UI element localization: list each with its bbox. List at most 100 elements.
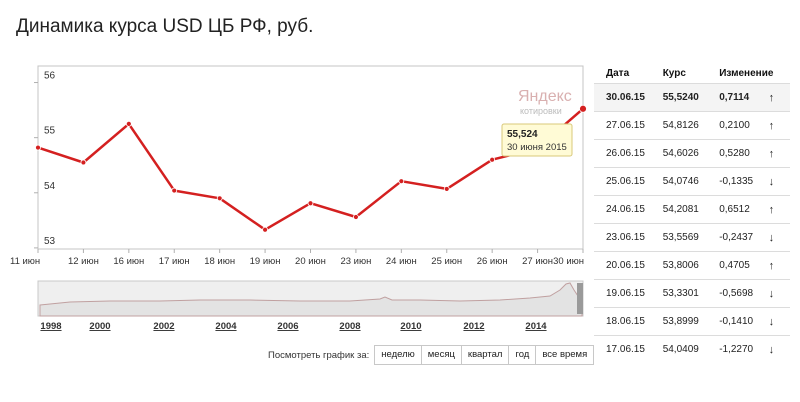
table-row: 20.06.15 53,8006 0,4705 ↑ — [594, 251, 790, 280]
overview-navigator[interactable] — [37, 280, 584, 317]
period-month-button[interactable]: месяц — [420, 345, 462, 365]
arrow-down-icon: ↓ — [768, 279, 790, 308]
data-point — [216, 195, 223, 202]
x-tick-label: 27 июн — [522, 256, 553, 267]
x-tick-label: 23 июн — [340, 256, 371, 267]
header-change: Изменение — [719, 67, 774, 79]
arrow-down-icon: ↓ — [768, 335, 790, 363]
tooltip-value: 55,524 — [507, 129, 538, 140]
cell-date: 26.06.15 — [594, 139, 663, 168]
chart-title: Динамика курса USD ЦБ РФ, руб. — [16, 16, 314, 37]
tooltip-box — [501, 123, 573, 157]
cell-date: 24.06.15 — [594, 195, 663, 224]
tooltip-date: 30 июня 2015 — [507, 142, 567, 153]
x-tick-label: 17 июн — [159, 256, 190, 267]
x-tick-label: 30 июн — [553, 256, 584, 267]
year-label[interactable]: 2008 — [339, 321, 360, 332]
y-tick-label: 56 — [44, 71, 56, 82]
table-row: 30.06.15 55,5240 0,7114 ↑ — [594, 83, 790, 112]
cell-change: -0,5698 — [719, 279, 769, 308]
y-axis: 56 55 54 53 — [34, 71, 56, 249]
data-point — [35, 144, 41, 151]
overview-year-axis: 1998 2000 2002 2004 2006 2008 2010 2012 2014 — [40, 321, 547, 332]
cell-change: 0,2100 — [719, 111, 769, 140]
year-label[interactable]: 2002 — [153, 321, 174, 332]
year-label[interactable]: 1998 — [40, 321, 61, 332]
period-selector: Посмотреть график за: неделю месяц кварт… — [268, 345, 595, 365]
x-tick-label: 26 июн — [477, 256, 508, 267]
x-tick-label: 20 июн — [295, 256, 326, 267]
data-point — [171, 187, 178, 194]
year-label[interactable]: 2010 — [400, 321, 421, 332]
data-point — [262, 226, 268, 233]
cell-rate: 53,8006 — [662, 251, 720, 280]
table-row: 25.06.15 54,0746 -0,1335 ↓ — [594, 167, 790, 196]
period-all-time-button[interactable]: все время — [535, 345, 595, 365]
header-rate: Курс — [662, 67, 686, 79]
watermark-sub: котировки — [520, 106, 562, 116]
cell-rate: 54,0409 — [662, 335, 720, 363]
data-point — [307, 200, 314, 207]
period-label: Посмотреть график за: — [268, 349, 370, 361]
cell-date: 30.06.15 — [594, 83, 663, 112]
x-tick-label: 18 июн — [204, 256, 235, 267]
x-tick-label: 24 июн — [386, 256, 417, 267]
cell-date: 25.06.15 — [594, 167, 663, 196]
x-tick-label: 12 июн — [68, 256, 99, 267]
year-label[interactable]: 2006 — [277, 321, 298, 332]
cell-date: 20.06.15 — [594, 251, 663, 280]
header-date: Дата — [606, 67, 630, 79]
year-label[interactable]: 2012 — [463, 321, 484, 332]
cell-change: -1,2270 — [719, 335, 769, 363]
table-row: 17.06.15 54,0409 -1,2270 ↓ — [594, 335, 790, 363]
cell-date: 19.06.15 — [594, 279, 663, 308]
year-label[interactable]: 2004 — [215, 321, 237, 332]
period-quarter-button[interactable]: квартал — [460, 345, 510, 365]
table-row: 27.06.15 54,8126 0,2100 ↑ — [594, 111, 790, 140]
cell-rate: 54,6026 — [662, 139, 720, 168]
cell-rate: 53,3301 — [662, 279, 720, 308]
x-axis: 11 июн 12 июн 16 июн 17 июн 18 июн 19 июн 20 и… — [10, 249, 584, 267]
cell-rate: 53,8999 — [662, 307, 720, 336]
period-week-button[interactable]: неделю — [374, 345, 422, 365]
year-label[interactable]: 2000 — [89, 321, 110, 332]
arrow-down-icon: ↓ — [768, 167, 790, 196]
data-point — [80, 159, 87, 166]
y-tick-label: 54 — [44, 181, 56, 192]
cell-date: 23.06.15 — [594, 223, 663, 252]
data-point — [489, 156, 496, 163]
cell-change: 0,4705 — [719, 251, 769, 280]
x-tick-label: 11 июн — [10, 256, 40, 267]
cell-change: -0,1335 — [719, 167, 769, 196]
arrow-up-icon: ↑ — [768, 251, 790, 280]
cell-rate: 55,5240 — [662, 83, 720, 112]
data-point — [353, 214, 359, 220]
data-point — [579, 104, 587, 113]
x-tick-label: 19 июн — [250, 256, 281, 267]
cell-change: -0,1410 — [719, 307, 769, 336]
data-point — [443, 186, 450, 192]
arrow-up-icon: ↑ — [768, 139, 790, 168]
data-point — [125, 120, 132, 127]
year-label[interactable]: 2014 — [525, 321, 547, 332]
table-row: 19.06.15 53,3301 -0,5698 ↓ — [594, 279, 790, 308]
x-tick-label: 25 июн — [431, 256, 462, 267]
tooltip: 55,524 30 июня 2015 — [501, 123, 573, 157]
cell-change: 0,7114 — [719, 83, 769, 112]
overview-selection-handle[interactable] — [577, 283, 583, 314]
y-tick-label: 53 — [44, 236, 56, 247]
cell-change: -0,2437 — [719, 223, 769, 252]
table-row: 18.06.15 53,8999 -0,1410 ↓ — [594, 307, 790, 336]
period-year-button[interactable]: год — [508, 345, 537, 365]
cell-date: 18.06.15 — [594, 307, 663, 336]
watermark-brand: Яндекс — [518, 88, 572, 105]
cell-rate: 54,2081 — [662, 195, 720, 224]
cell-date: 17.06.15 — [594, 335, 663, 363]
cell-rate: 54,0746 — [662, 167, 720, 196]
cell-date: 27.06.15 — [594, 111, 663, 140]
cell-rate: 53,5569 — [662, 223, 720, 252]
cell-change: 0,6512 — [719, 195, 769, 224]
arrow-up-icon: ↑ — [768, 111, 790, 140]
arrow-up-icon: ↑ — [768, 83, 790, 112]
